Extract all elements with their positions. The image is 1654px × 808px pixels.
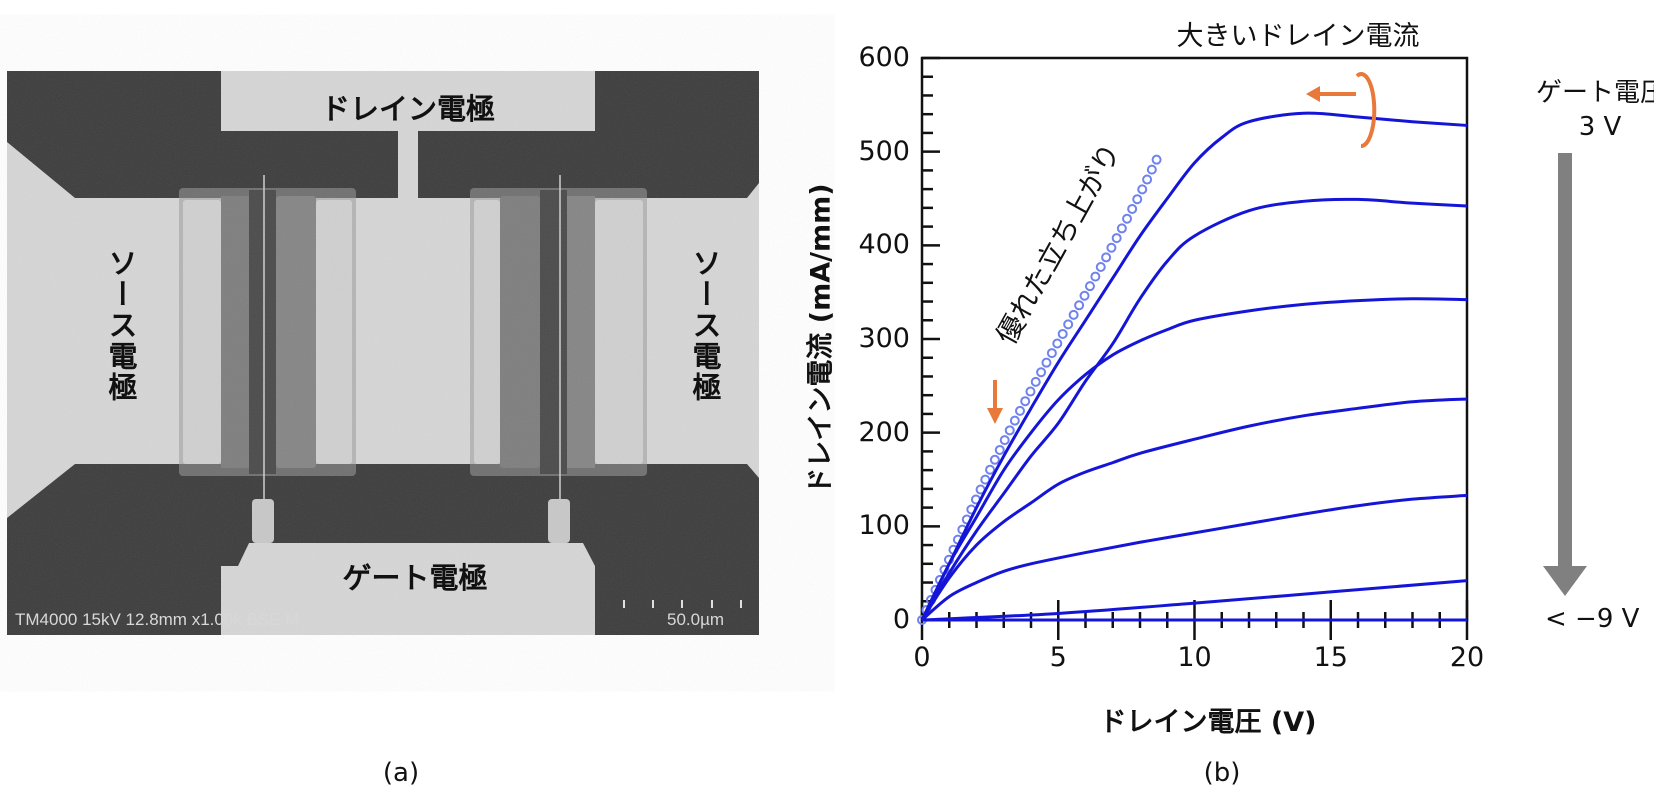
y-tick-label: 100: [858, 510, 910, 542]
x-tick-label: 5: [1049, 642, 1067, 673]
sem-info-bar: TM4000 15kV 12.8mm x1.00k BSE M: [15, 610, 300, 629]
data-point: [1116, 223, 1127, 234]
source-electrode-label-left: ソース電極: [104, 248, 138, 403]
data-point: [1142, 174, 1153, 185]
gate-voltage-end: < −9 V: [1545, 604, 1640, 634]
data-point: [1101, 252, 1112, 263]
plot-area: [917, 56, 1469, 640]
data-point: [1106, 242, 1117, 253]
caption-b: (b): [1203, 758, 1241, 788]
data-point: [1079, 290, 1090, 301]
y-tick-label: 300: [858, 323, 910, 354]
y-tick-label: 0: [892, 604, 910, 635]
iv-curve: [920, 397, 1468, 621]
x-tick-label: 0: [913, 642, 931, 673]
source-electrode-label-right: ソース電極: [688, 248, 722, 403]
y-axis-label: ドレイン電流 (mA/mm): [805, 183, 837, 495]
data-point: [1046, 348, 1057, 359]
y-tick-label: 600: [858, 42, 910, 73]
data-point: [1090, 271, 1101, 282]
x-tick-label: 10: [1177, 642, 1212, 673]
data-point: [989, 454, 1000, 465]
down-arrow-icon: [987, 380, 1003, 424]
data-point: [1041, 357, 1052, 368]
x-tick-label: 20: [1449, 642, 1485, 673]
data-point: [1030, 376, 1041, 387]
data-point: [1068, 309, 1079, 320]
data-point: [1111, 233, 1122, 244]
data-point: [1025, 386, 1036, 397]
data-point: [1014, 405, 1025, 416]
iv-curve: [920, 297, 1468, 621]
y-tick-label: 200: [858, 416, 910, 448]
scale-bar-label: 50.0µm: [667, 610, 725, 629]
large-drain-current-annotation: 大きいドレイン電流: [1176, 21, 1420, 52]
data-point: [1036, 367, 1047, 378]
data-point: [1151, 154, 1162, 165]
data-point: [1137, 184, 1148, 195]
data-point: [1009, 415, 1020, 426]
data-point: [1057, 328, 1068, 339]
gate-electrode-label: ゲート電極: [342, 561, 488, 595]
iv-curve: [920, 111, 1468, 621]
data-point: [1052, 338, 1063, 349]
data-point: [1020, 396, 1031, 407]
drain-electrode-label: ドレイン電極: [320, 92, 496, 126]
data-point: [1074, 300, 1085, 311]
x-tick-label: 15: [1313, 642, 1348, 673]
y-tick-label: 400: [858, 229, 910, 261]
data-point: [1084, 281, 1095, 292]
y-tick-label: 500: [858, 135, 910, 167]
gate-voltage-start: 3 V: [1578, 112, 1622, 142]
data-point: [1063, 319, 1074, 330]
gate-voltage-arrow-icon: [1543, 153, 1587, 596]
gate-voltage-title: ゲート電圧: [1535, 78, 1654, 108]
data-point: [1122, 213, 1133, 224]
data-point: [1127, 203, 1138, 214]
data-point: [980, 474, 991, 485]
data-point: [1004, 425, 1015, 436]
rotation-arrow-icon: [1306, 72, 1377, 148]
data-point: [985, 464, 996, 475]
caption-a: (a): [382, 758, 420, 788]
iv-curve: [920, 197, 1468, 621]
iv-curve: [921, 579, 1468, 622]
data-point: [999, 435, 1010, 446]
data-point: [994, 444, 1005, 455]
data-point: [1095, 262, 1106, 273]
data-point: [1146, 164, 1157, 175]
iv-curve: [921, 493, 1468, 622]
sem-noise: [7, 71, 759, 635]
data-point: [1132, 194, 1143, 205]
scale-bar-ticks: [623, 600, 742, 608]
x-axis-label: ドレイン電圧 (V): [1099, 707, 1317, 738]
